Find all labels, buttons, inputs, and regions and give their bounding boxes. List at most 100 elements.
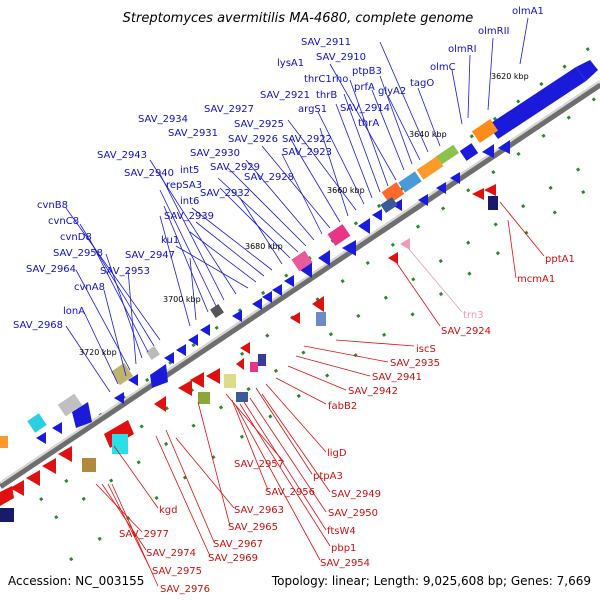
forward-gene xyxy=(72,402,92,428)
callout-line xyxy=(335,339,415,347)
callout-line xyxy=(379,41,429,153)
gene-label: trn3 xyxy=(463,310,484,321)
gene-label: SAV_2953 xyxy=(100,266,150,277)
feature-block xyxy=(110,362,134,386)
reverse-gene xyxy=(58,446,72,462)
feature-block xyxy=(398,171,422,193)
gene-label: SAV_2977 xyxy=(119,529,169,540)
forward-gene xyxy=(284,275,294,287)
outer-forward-guide xyxy=(29,38,600,470)
forward-gene xyxy=(232,310,242,322)
reverse-gene xyxy=(190,372,204,388)
feature-block xyxy=(488,196,498,210)
callout-line xyxy=(189,257,197,321)
callout-line xyxy=(287,365,347,391)
guide-tracks xyxy=(29,38,600,562)
callout-line xyxy=(101,483,147,551)
gene-label: SAV_2939 xyxy=(164,211,214,222)
callout-line xyxy=(107,483,151,569)
feature-block xyxy=(459,143,479,161)
gene-label: cvnB8 xyxy=(37,200,68,211)
callout-line xyxy=(487,37,494,111)
callout-line xyxy=(303,345,389,363)
gene-label: pbp1 xyxy=(331,543,356,554)
gene-label: olmA1 xyxy=(512,6,544,17)
gene-label: SAV_2947 xyxy=(125,250,175,261)
backbone-shadow xyxy=(0,81,600,489)
gene-label: SAV_2964 xyxy=(26,264,76,275)
gene-label: lonA xyxy=(63,306,85,317)
forward-gene xyxy=(36,432,46,444)
gene-label: SAV_2927 xyxy=(204,104,254,115)
callout-line xyxy=(111,483,159,587)
topology-label: Topology: linear; Length: 9,025,608 bp; … xyxy=(271,574,591,588)
feature-block xyxy=(258,354,266,366)
kbp-label: 3620 kbp xyxy=(491,72,529,81)
callout-line xyxy=(195,221,265,277)
callout-line xyxy=(165,429,215,543)
reverse-gene xyxy=(178,380,192,396)
forward-callouts xyxy=(65,17,529,393)
gene-label: SAV_2956 xyxy=(265,487,315,498)
callout-line xyxy=(89,239,149,353)
callout-line xyxy=(175,245,249,289)
callout-line xyxy=(261,145,331,229)
gene-label: argS1 xyxy=(298,104,327,115)
forward-gene xyxy=(252,298,262,310)
callout-line xyxy=(217,177,299,253)
callout-line xyxy=(387,95,421,161)
forward-gene xyxy=(450,172,460,184)
gene-label: SAV_2911 xyxy=(301,37,351,48)
gene-label: SAV_2925 xyxy=(234,119,284,130)
gene-label: SAV_2954 xyxy=(320,558,370,569)
callout-line xyxy=(235,405,321,561)
gene-label: SAV_2934 xyxy=(138,114,188,125)
forward-gene xyxy=(272,284,282,296)
gene-label: repSA3 xyxy=(166,180,202,191)
reverse-gene xyxy=(484,184,496,196)
forward-gene xyxy=(52,422,62,434)
callout-line xyxy=(103,289,127,377)
rna-gene-labels: trn3 xyxy=(463,310,484,321)
gene-label: ftsW4 xyxy=(327,526,356,537)
gene-label: SAV_2932 xyxy=(200,188,250,199)
gene-label: ptpB3 xyxy=(352,66,382,77)
callout-line xyxy=(349,79,389,187)
forward-gene xyxy=(318,250,330,266)
gene-label: SAV_2975 xyxy=(152,566,202,577)
callout-line xyxy=(371,89,405,171)
gene-label: SAV_2929 xyxy=(210,162,260,173)
gene-label: fabB2 xyxy=(328,401,357,412)
forward-gene xyxy=(128,374,138,386)
kbp-label: 3680 kbp xyxy=(245,242,283,251)
gene-label: SAV_2921 xyxy=(260,90,310,101)
gene-label: olmC xyxy=(430,62,456,73)
feature-block xyxy=(57,393,83,417)
callout-line xyxy=(519,17,529,65)
gene-label: ku1 xyxy=(161,235,179,246)
callout-line xyxy=(239,197,283,265)
callout-line xyxy=(163,205,209,313)
gene-label: cvnD8 xyxy=(60,232,92,243)
gene-label: SAV_2949 xyxy=(331,489,381,500)
callout-line xyxy=(75,269,131,371)
forward-gene xyxy=(372,209,382,221)
gene-label: SAV_2950 xyxy=(328,508,378,519)
feature-block xyxy=(210,304,224,318)
gene-label: SAV_2968 xyxy=(13,320,63,331)
callout-line xyxy=(507,219,517,279)
callout-line xyxy=(243,401,327,531)
callout-line xyxy=(261,393,331,493)
gene-label: SAV_2969 xyxy=(208,553,258,564)
gene-label: glyA2 xyxy=(378,86,406,97)
gene-label: int6 xyxy=(180,196,199,207)
gene-label: ptpA3 xyxy=(313,471,343,482)
gene-label: SAV_2967 xyxy=(213,539,263,550)
feature-block xyxy=(0,508,14,522)
callout-line xyxy=(451,69,463,125)
callout-line xyxy=(249,397,327,513)
feature-block xyxy=(380,196,398,214)
reverse-gene xyxy=(10,480,24,496)
gene-label: rho xyxy=(332,74,348,85)
